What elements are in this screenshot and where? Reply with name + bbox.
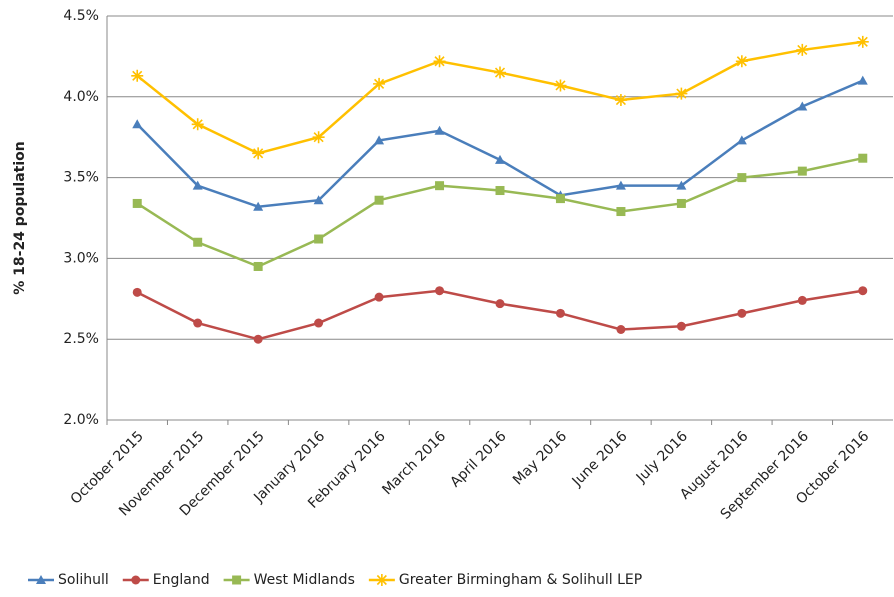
marker [495,186,505,196]
marker [797,295,807,305]
y-tick-label: 2.5% [63,331,99,347]
marker [131,575,141,585]
marker [676,198,686,208]
y-tick-label: 4.5% [63,8,99,24]
marker [433,55,446,68]
marker [615,180,626,190]
marker [675,87,688,100]
marker [131,69,144,82]
marker [434,125,445,135]
marker [132,119,143,129]
marker [435,181,445,191]
y-tick-label: 2.0% [63,412,99,428]
marker [616,325,626,335]
marker [132,287,142,297]
marker [193,237,203,247]
marker [374,195,384,205]
marker [614,94,627,107]
legend-label: Greater Birmingham & Solihull LEP [399,572,642,588]
legend-item: England [122,572,210,588]
marker [252,147,265,160]
marker [797,101,808,111]
marker [676,321,686,331]
marker [858,286,868,296]
marker [314,234,324,244]
marker [373,77,386,90]
marker [737,173,747,183]
legend-label: England [153,572,210,588]
marker [737,308,747,318]
series-line [136,289,863,341]
marker [375,574,388,586]
marker [494,66,506,79]
marker [312,131,325,144]
x-tick-label: July 2016 [633,428,691,486]
series-line [136,40,863,155]
marker [555,194,565,204]
marker [735,55,748,68]
marker [555,308,565,318]
legend-label: Solihull [58,572,109,588]
legend-item: Greater Birmingham & Solihull LEP [368,572,642,588]
marker [253,334,263,344]
marker [193,318,203,328]
marker [132,198,142,208]
marker [796,43,809,56]
x-tick-label: June 2016 [569,428,631,490]
marker [554,79,567,92]
marker [495,154,505,164]
y-tick-label: 3.5% [63,170,99,186]
y-tick-label: 4.0% [63,89,99,105]
x-tick-label: March 2016 [379,428,449,498]
marker [858,153,868,163]
legend-item: Solihull [28,572,109,588]
legend-label: West Midlands [254,572,355,588]
marker [797,166,807,176]
marker [374,135,385,145]
marker [232,575,242,585]
marker [374,292,384,302]
marker [495,299,505,309]
x-tick-label: May 2016 [510,428,570,488]
marker [253,261,263,271]
marker [435,286,445,296]
marker [736,135,747,145]
x-tick-label: April 2016 [447,428,509,490]
y-tick-label: 3.0% [63,250,99,266]
marker [36,575,46,584]
marker [314,318,324,328]
marker [616,207,626,217]
marker [857,75,868,85]
marker [676,180,687,190]
marker [192,180,203,190]
series-line [136,156,864,268]
legend-item: West Midlands [223,572,355,588]
marker [253,201,264,211]
marker [856,35,869,48]
y-axis-label: % 18-24 population [12,141,28,295]
marker [191,118,204,131]
marker [313,195,324,205]
